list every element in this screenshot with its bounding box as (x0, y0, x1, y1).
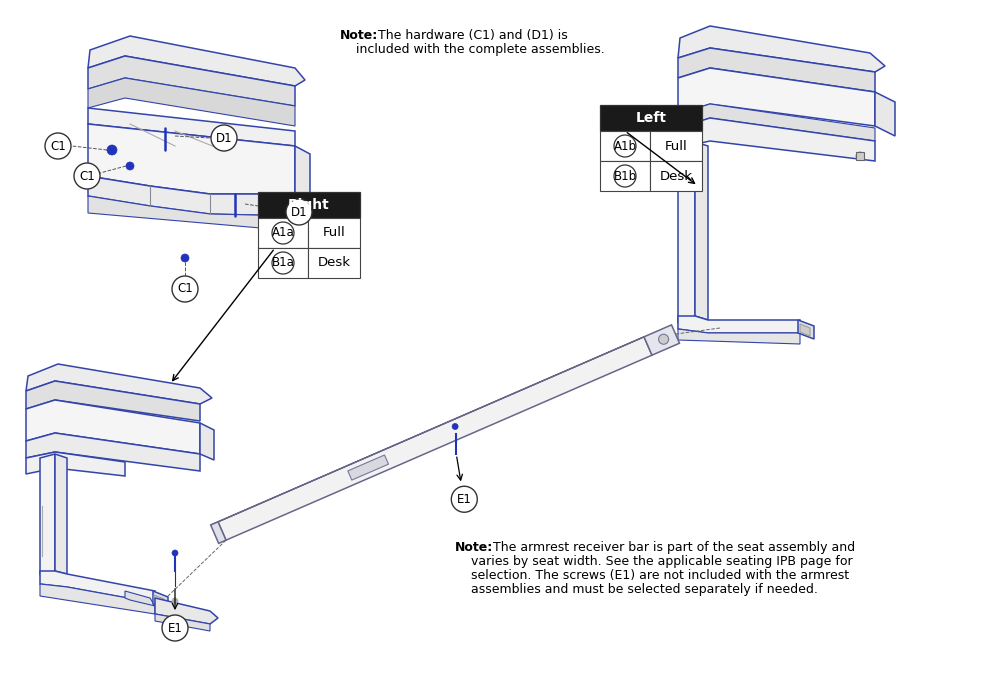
Polygon shape (348, 455, 388, 480)
Text: assemblies and must be selected separately if needed.: assemblies and must be selected separate… (471, 583, 818, 596)
Polygon shape (155, 598, 218, 624)
Polygon shape (26, 381, 200, 421)
Polygon shape (155, 614, 210, 631)
Polygon shape (88, 196, 295, 231)
Polygon shape (88, 56, 295, 106)
Polygon shape (211, 337, 644, 525)
Text: The armrest receiver bar is part of the seat assembly and: The armrest receiver bar is part of the … (489, 541, 855, 554)
Text: A1b: A1b (614, 139, 637, 152)
Polygon shape (88, 108, 295, 146)
Polygon shape (88, 78, 295, 126)
Bar (600, 161, 650, 191)
Text: A1a: A1a (272, 226, 294, 239)
Text: varies by seat width. See the applicable seating IPB page for: varies by seat width. See the applicable… (471, 555, 853, 568)
Polygon shape (200, 423, 214, 460)
Polygon shape (40, 584, 155, 614)
Polygon shape (695, 142, 708, 320)
Text: C1: C1 (79, 169, 95, 182)
Polygon shape (153, 591, 168, 610)
Polygon shape (26, 364, 212, 404)
Polygon shape (88, 176, 295, 216)
Text: D1: D1 (291, 206, 307, 219)
Text: B1a: B1a (272, 257, 294, 270)
Polygon shape (211, 522, 226, 543)
Text: E1: E1 (168, 622, 182, 635)
Circle shape (172, 598, 178, 604)
Bar (258, 192, 360, 218)
Polygon shape (88, 36, 305, 86)
Circle shape (172, 550, 178, 556)
Polygon shape (26, 433, 200, 471)
Circle shape (451, 486, 477, 512)
Circle shape (107, 145, 117, 155)
Circle shape (614, 165, 636, 187)
Text: Note:: Note: (455, 541, 493, 554)
Polygon shape (678, 104, 875, 141)
Polygon shape (218, 337, 652, 540)
Bar (308, 218, 360, 248)
Text: Desk: Desk (660, 169, 692, 182)
Polygon shape (678, 68, 875, 126)
Circle shape (452, 423, 458, 429)
Text: The hardware (C1) and (D1) is: The hardware (C1) and (D1) is (374, 29, 568, 42)
Polygon shape (678, 142, 695, 323)
Polygon shape (678, 329, 800, 344)
Bar (650, 161, 702, 191)
Circle shape (272, 252, 294, 274)
Text: Note:: Note: (340, 29, 378, 42)
Text: B1b: B1b (613, 169, 637, 182)
Circle shape (126, 162, 134, 170)
Text: Desk: Desk (318, 257, 351, 270)
Polygon shape (678, 316, 800, 333)
Polygon shape (154, 595, 164, 607)
Bar (308, 248, 360, 278)
Bar (258, 248, 308, 278)
Polygon shape (88, 124, 295, 194)
Text: C1: C1 (50, 139, 66, 152)
Circle shape (45, 133, 71, 159)
Circle shape (74, 163, 100, 189)
Polygon shape (40, 454, 55, 575)
Bar (650, 131, 702, 161)
Polygon shape (875, 92, 895, 136)
Text: selection. The screws (E1) are not included with the armrest: selection. The screws (E1) are not inclu… (471, 569, 849, 582)
Bar (856, 152, 864, 160)
Circle shape (181, 254, 189, 262)
Polygon shape (55, 454, 67, 574)
Polygon shape (40, 571, 155, 603)
Circle shape (162, 615, 188, 641)
Circle shape (286, 199, 312, 225)
Bar (258, 218, 308, 248)
Text: D1: D1 (216, 132, 232, 145)
Text: included with the complete assemblies.: included with the complete assemblies. (356, 43, 605, 56)
Circle shape (856, 152, 864, 160)
Polygon shape (125, 591, 155, 606)
Text: Full: Full (665, 139, 687, 152)
Text: E1: E1 (457, 493, 472, 506)
Polygon shape (26, 452, 125, 476)
Circle shape (172, 276, 198, 302)
Polygon shape (295, 146, 310, 201)
Text: Right: Right (288, 198, 330, 212)
Circle shape (211, 125, 237, 151)
Text: Full: Full (323, 226, 345, 239)
Polygon shape (678, 118, 875, 161)
Polygon shape (644, 325, 680, 355)
Circle shape (272, 222, 294, 244)
Bar (600, 105, 702, 131)
Circle shape (659, 334, 669, 344)
Polygon shape (798, 320, 814, 339)
Polygon shape (678, 26, 885, 72)
Polygon shape (678, 48, 875, 92)
Text: C1: C1 (177, 283, 193, 296)
Bar (600, 131, 650, 161)
Circle shape (614, 135, 636, 157)
Polygon shape (26, 400, 200, 454)
Polygon shape (800, 324, 810, 336)
Text: Left: Left (636, 111, 666, 125)
